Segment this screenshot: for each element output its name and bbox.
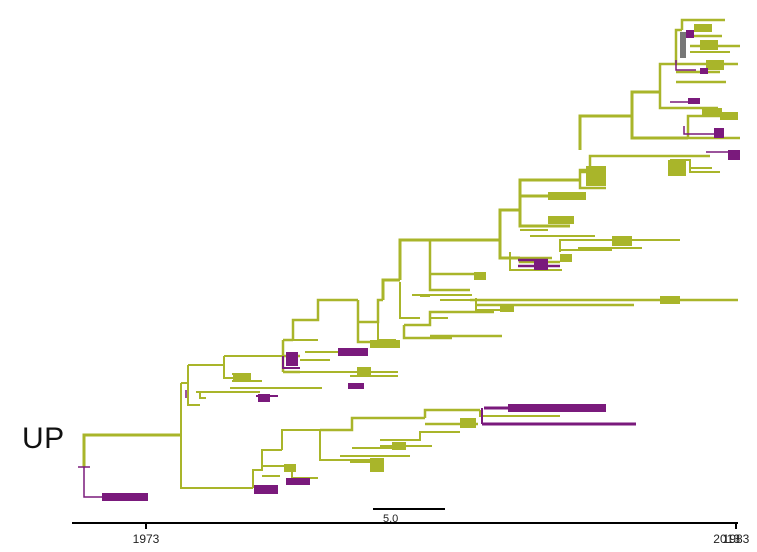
tree-branches-purple	[78, 60, 738, 498]
tree-nodes-olive	[233, 24, 738, 472]
axis-tick-label-1973: 1973	[133, 532, 160, 546]
axis-ticks: 19731983199320032013	[133, 523, 750, 546]
time-axis: 19731983199320032013	[72, 522, 750, 546]
tree-branches-olive	[82, 18, 740, 489]
panel-label: UP	[22, 422, 65, 455]
axis-tick-label-2013: 2013	[713, 532, 740, 546]
axis-tick-label-1983: 1983	[723, 532, 750, 546]
tree-branches-grey	[680, 32, 686, 58]
tree-nodes-purple	[102, 30, 740, 501]
